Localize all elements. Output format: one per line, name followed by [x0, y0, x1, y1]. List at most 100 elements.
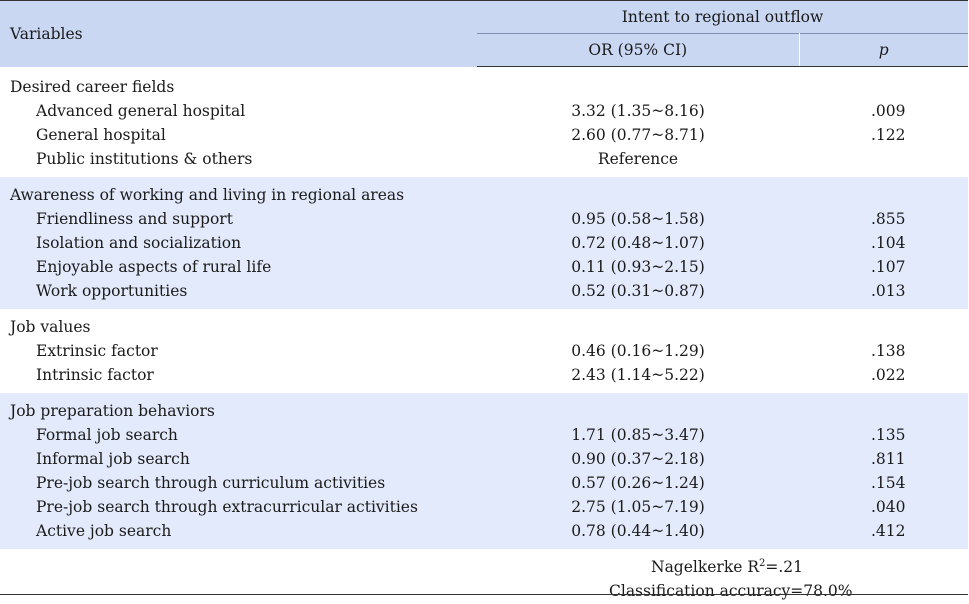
- group-p-empty: [799, 183, 969, 207]
- or-value: 0.95 (0.58~1.58): [477, 207, 799, 231]
- spacer-cell: [477, 67, 799, 76]
- table-row: Public institutions & others Reference: [0, 147, 968, 171]
- spacer-cell: [477, 177, 799, 183]
- footer-empty: [0, 555, 477, 579]
- group-row: Job preparation behaviors: [0, 399, 969, 423]
- header-intent: Intent to regional outflow: [477, 0, 969, 34]
- p-value: .107: [799, 255, 969, 279]
- or-value: 0.11 (0.93~2.15): [477, 255, 799, 279]
- header-variables: Variables: [0, 0, 477, 67]
- variable-label: Isolation and socialization: [0, 231, 477, 255]
- table-row: Advanced general hospital 3.32 (1.35~8.16…: [0, 99, 968, 123]
- p-value: .009: [871, 102, 906, 120]
- spacer-cell: [477, 543, 799, 549]
- nagelkerke-superscript: 2: [759, 558, 766, 569]
- spacer-cell: [0, 177, 477, 183]
- spacer-cell: [799, 303, 969, 309]
- group-row: Awareness of working and living in regio…: [0, 183, 969, 207]
- p-value: .040: [799, 495, 969, 519]
- variable-label: General hospital: [36, 126, 166, 144]
- or-value: 2.43 (1.14~5.22): [571, 366, 705, 384]
- table-row: Pre-job search through extracurricular a…: [0, 495, 969, 519]
- or-value: 1.71 (0.85~3.47): [477, 423, 799, 447]
- group-title: Desired career fields: [10, 78, 175, 96]
- spacer-cell: [0, 67, 477, 76]
- p-value: .022: [871, 366, 906, 384]
- table-row: Isolation and socialization 0.72 (0.48~1.…: [0, 231, 969, 255]
- spacer-row: [0, 393, 969, 399]
- spacer-cell: [0, 543, 477, 549]
- or-value: 2.60 (0.77~8.71): [571, 126, 705, 144]
- group-or-empty: [477, 75, 799, 99]
- or-value: 0.78 (0.44~1.40): [477, 519, 799, 543]
- header-or-ci: OR (95% CI): [477, 33, 800, 67]
- spacer-row: [0, 177, 969, 183]
- spacer-cell: [799, 177, 969, 183]
- variable-label: Formal job search: [0, 423, 477, 447]
- variable-label: Public institutions & others: [36, 150, 253, 168]
- or-value: 0.57 (0.26~1.24): [477, 471, 799, 495]
- table-row: Enjoyable aspects of rural life 0.11 (0.9…: [0, 255, 969, 279]
- variable-label: Work opportunities: [0, 279, 477, 303]
- variable-label: Informal job search: [0, 447, 477, 471]
- footer-empty: [0, 579, 477, 603]
- spacer-row: [0, 67, 968, 76]
- nagelkerke-cell: Nagelkerke R2=.21: [477, 555, 968, 579]
- nagelkerke-value: =.21: [765, 558, 804, 576]
- spacer-cell: [0, 393, 477, 399]
- or-value: 0.90 (0.37~2.18): [477, 447, 799, 471]
- spacer-cell: [0, 303, 477, 309]
- group-p-empty: [799, 315, 968, 339]
- table-body: Desired career fields Advanced general ho…: [0, 67, 969, 604]
- bottom-rule: [0, 594, 968, 595]
- p-value: .135: [799, 423, 969, 447]
- group-p-empty: [799, 399, 969, 423]
- nagelkerke-label: Nagelkerke R: [651, 558, 759, 576]
- group-title: Job preparation behaviors: [0, 399, 477, 423]
- variable-label: Friendliness and support: [0, 207, 477, 231]
- or-value: Reference: [597, 150, 679, 168]
- p-value: .855: [799, 207, 969, 231]
- spacer-row: [0, 543, 969, 549]
- footer-row-classification: Classification accuracy=78.0%: [0, 579, 968, 603]
- table-row: Intrinsic factor 2.43 (1.14~5.22) .022: [0, 363, 968, 387]
- table-row: Informal job search 0.90 (0.37~2.18) .811: [0, 447, 969, 471]
- or-value: 0.72 (0.48~1.07): [477, 231, 799, 255]
- spacer-cell: [799, 543, 969, 549]
- spacer-cell: [477, 303, 799, 309]
- or-value: 0.46 (0.16~1.29): [571, 342, 705, 360]
- p-value: .412: [799, 519, 969, 543]
- group-or-empty: [477, 183, 799, 207]
- table-row: Pre-job search through curriculum activi…: [0, 471, 969, 495]
- table-row: Friendliness and support 0.95 (0.58~1.58)…: [0, 207, 969, 231]
- group-row: Job values: [0, 315, 968, 339]
- spacer-cell: [799, 67, 968, 76]
- table-row: Extrinsic factor 0.46 (0.16~1.29) .138: [0, 339, 968, 363]
- spacer-cell: [477, 393, 799, 399]
- group-title: Job values: [10, 318, 91, 336]
- group-title: Awareness of working and living in regio…: [0, 183, 477, 207]
- variable-label: Active job search: [0, 519, 477, 543]
- header-p: p: [799, 33, 969, 67]
- variable-label: Enjoyable aspects of rural life: [0, 255, 477, 279]
- table-row: Active job search 0.78 (0.44~1.40) .412: [0, 519, 969, 543]
- variable-label: Pre-job search through curriculum activi…: [0, 471, 477, 495]
- table-row: Formal job search 1.71 (0.85~3.47) .135: [0, 423, 969, 447]
- variable-label: Extrinsic factor: [36, 342, 158, 360]
- table-row: Work opportunities 0.52 (0.31~0.87) .013: [0, 279, 969, 303]
- group-row: Desired career fields: [0, 75, 968, 99]
- variable-label: Advanced general hospital: [36, 102, 246, 120]
- variable-label: Pre-job search through extracurricular a…: [0, 495, 477, 519]
- p-value: .138: [871, 342, 906, 360]
- p-value: .154: [799, 471, 969, 495]
- group-p-empty: [799, 75, 968, 99]
- spacer-row: [0, 303, 969, 309]
- p-value: .013: [799, 279, 969, 303]
- table-row: General hospital 2.60 (0.77~8.71) .122: [0, 123, 968, 147]
- p-value: .122: [871, 126, 906, 144]
- footer-row-nagelkerke: Nagelkerke R2=.21: [0, 555, 968, 579]
- group-or-empty: [477, 399, 799, 423]
- or-value: 2.75 (1.05~7.19): [477, 495, 799, 519]
- p-value: .104: [799, 231, 969, 255]
